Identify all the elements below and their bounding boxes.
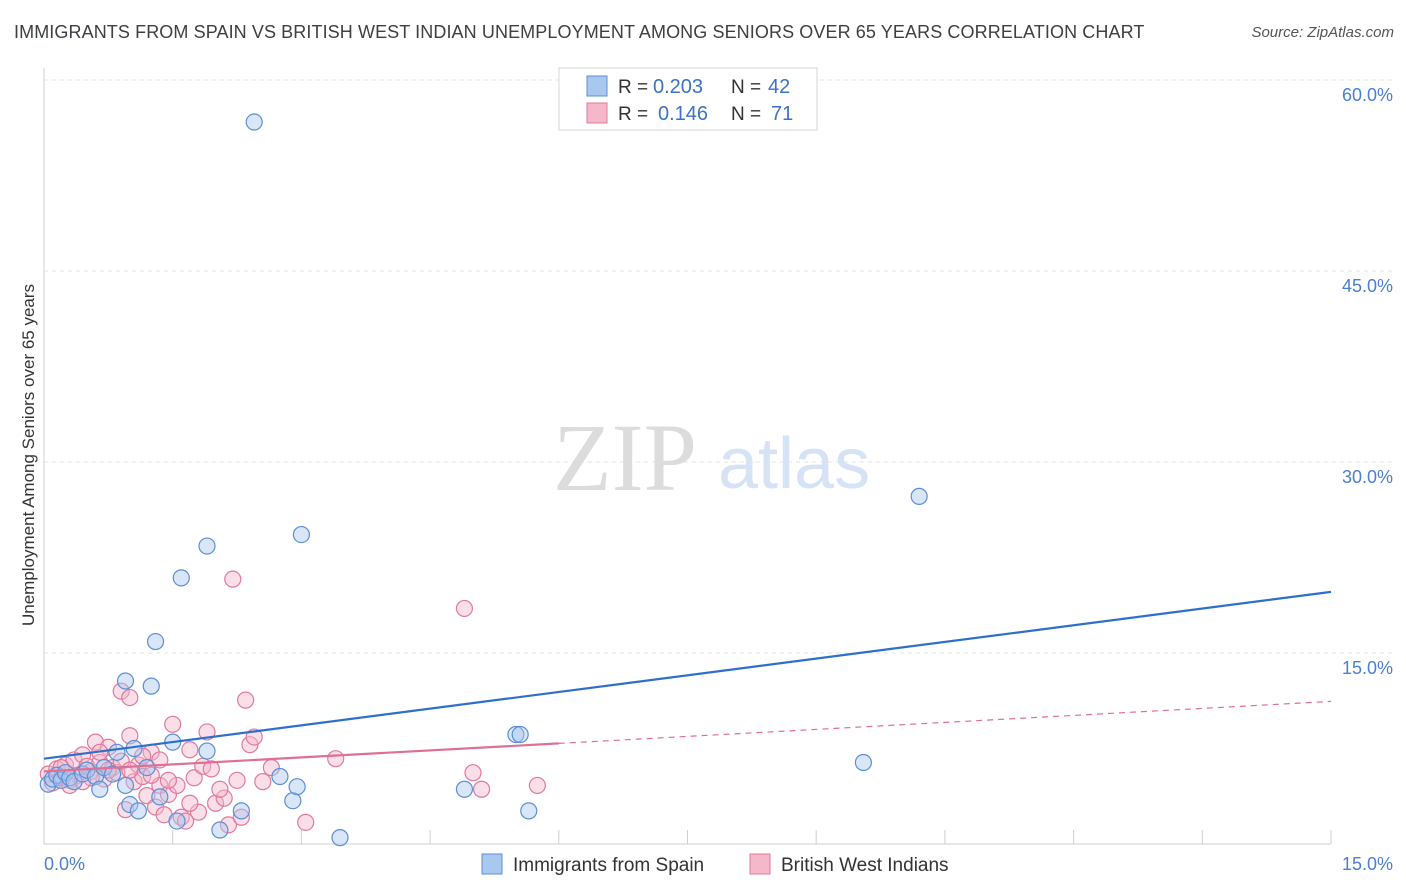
data-point-pink [237, 691, 255, 709]
bottom-legend-label-blue: Immigrants from Spain [513, 855, 704, 876]
legend-n-label-pink: N = [731, 104, 761, 125]
data-point-blue [331, 829, 349, 847]
data-point-blue [198, 742, 216, 760]
y-axis-title: Unemployment Among Seniors over 65 years [19, 284, 38, 626]
x-tick-label: 0.0% [44, 854, 85, 874]
data-point-pink [121, 688, 139, 707]
legend-n-value-pink: 71 [771, 103, 793, 125]
y-tick-label: 60.0% [1342, 85, 1393, 105]
data-point-pink [472, 780, 491, 798]
data-point-blue [910, 487, 928, 505]
data-point-blue [172, 569, 190, 587]
legend-r-value-pink: 0.146 [658, 103, 708, 125]
data-point-blue [129, 802, 147, 820]
legend-n-value-blue: 42 [768, 76, 790, 98]
trend-line-pink [43, 742, 559, 773]
data-point-blue [116, 776, 135, 795]
trend-line-blue [43, 590, 1332, 760]
watermark-atlas: atlas [718, 424, 870, 504]
data-point-pink [455, 599, 474, 618]
legend-swatch-blue [586, 75, 608, 97]
source-label: Source: ZipAtlas.com [1251, 24, 1394, 41]
data-point-pink [181, 794, 199, 812]
data-point-blue [284, 792, 302, 810]
trend-lines [43, 590, 1332, 773]
data-point-blue [511, 725, 529, 744]
data-point-blue [520, 802, 538, 820]
data-point-pink [219, 816, 238, 834]
legend-r-label-pink: R = [618, 104, 648, 125]
data-point-pink [159, 771, 178, 789]
trend-line-extension-pink [558, 700, 1332, 745]
bottom-legend-label-pink: British West Indians [781, 855, 949, 876]
y-tick-label: 15.0% [1342, 658, 1393, 678]
data-point-blue [245, 113, 263, 131]
data-point-blue [507, 725, 525, 744]
data-point-blue [151, 788, 169, 806]
data-point-pink [121, 727, 139, 745]
data-point-pink [528, 776, 546, 795]
data-point-blue [108, 743, 126, 761]
data-point-blue [455, 780, 474, 798]
legend-r-label-blue: R = [618, 77, 648, 98]
data-point-pink [112, 752, 130, 770]
legend-swatch-pink [586, 102, 608, 124]
data-point-blue [168, 812, 186, 830]
data-point-pink [228, 771, 246, 789]
data-point-blue [91, 780, 109, 798]
correlation-legend: R = 0.203 N = 42 R = 0.146 N = 71 [558, 67, 818, 131]
data-point-pink [464, 764, 482, 782]
data-point-blue [104, 765, 122, 783]
data-point-pink [224, 570, 242, 588]
y-tick-label: 45.0% [1342, 276, 1393, 296]
chart-title: IMMIGRANTS FROM SPAIN VS BRITISH WEST IN… [14, 22, 1145, 42]
data-point-pink [211, 780, 229, 798]
series-immigrants-from-spain [39, 113, 928, 847]
data-point-pink [181, 741, 199, 759]
data-point-blue [288, 778, 306, 796]
data-point-pink [327, 750, 345, 768]
watermark-zip: ZIP [553, 404, 697, 511]
data-point-pink [215, 789, 233, 807]
data-point-pink [121, 761, 139, 779]
data-point-blue [854, 753, 872, 772]
data-point-blue [146, 632, 165, 651]
data-point-blue [138, 758, 156, 777]
legend-r-value-blue: 0.203 [653, 76, 703, 98]
data-point-pink [164, 715, 182, 733]
data-point-blue [116, 672, 135, 690]
data-point-pink [86, 733, 105, 751]
data-point-pink [254, 773, 272, 791]
data-point-pink [202, 760, 220, 778]
axes [43, 68, 1332, 845]
series-legend: Immigrants from Spain British West India… [481, 853, 949, 876]
data-point-blue [271, 767, 289, 786]
x-tick-label: 15.0% [1342, 854, 1393, 874]
data-point-blue [142, 677, 160, 695]
tick-labels: 15.0% 30.0% 45.0% 60.0% 0.0% 15.0% [44, 85, 1393, 874]
data-point-pink [185, 769, 203, 787]
data-point-pink [168, 776, 186, 795]
data-point-blue [121, 795, 139, 814]
data-point-pink [189, 803, 208, 821]
data-point-blue [211, 821, 229, 839]
bottom-legend-swatch-blue [481, 853, 503, 875]
watermark: ZIP atlas [553, 404, 870, 511]
data-point-pink [112, 682, 130, 700]
grid-lines [44, 79, 1392, 654]
bottom-legend-swatch-pink [749, 853, 771, 875]
data-point-pink [297, 813, 315, 831]
data-point-blue [292, 525, 310, 544]
data-point-pink [232, 808, 250, 826]
data-point-blue [232, 802, 250, 820]
y-tick-label: 30.0% [1342, 467, 1393, 487]
legend-n-label-blue: N = [731, 77, 761, 98]
data-point-blue [198, 537, 216, 555]
data-point-pink [138, 787, 156, 805]
data-point-pink [207, 794, 225, 812]
